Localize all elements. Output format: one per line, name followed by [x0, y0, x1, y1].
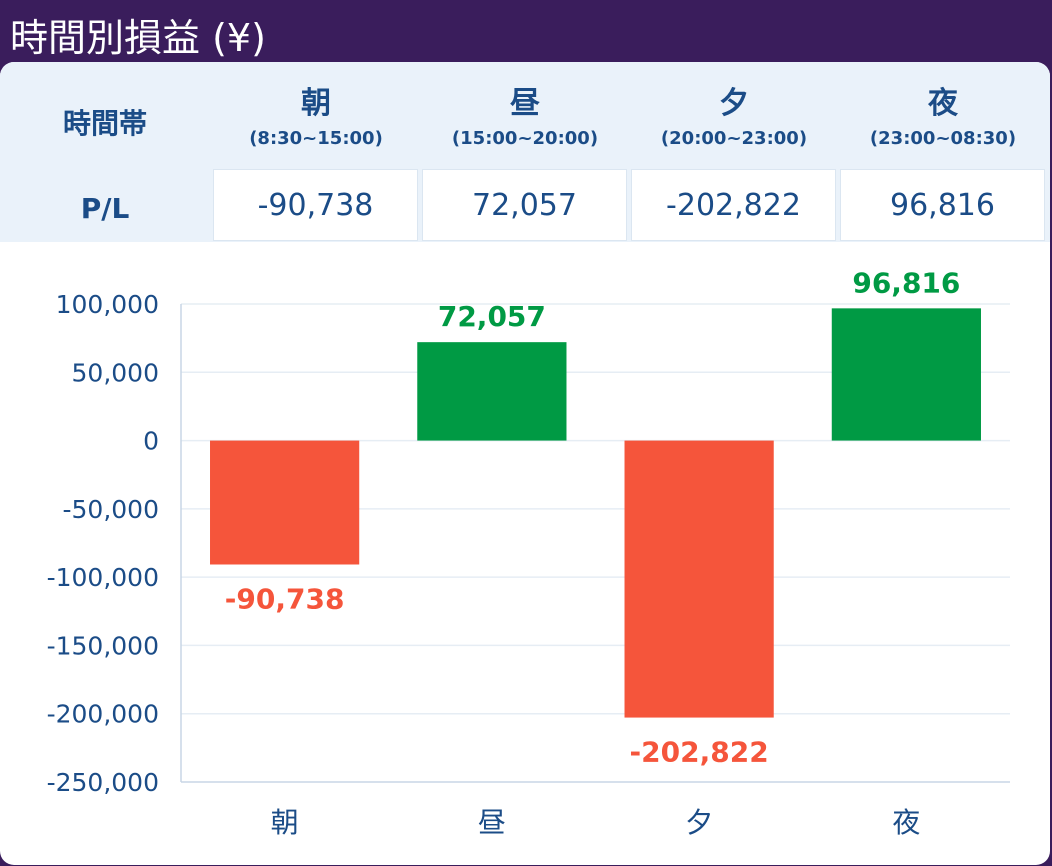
data-label: -90,738 — [225, 582, 345, 615]
data-label: 72,057 — [438, 300, 546, 333]
bar-0 — [210, 440, 360, 565]
chart-title: 時間別損益 (¥) — [10, 16, 266, 60]
column-range: (23:00~08:30) — [869, 128, 1017, 149]
y-tick-label: 100,000 — [56, 290, 159, 319]
pl-cell-evening: -202,822 — [631, 169, 836, 241]
column-name: 夕 — [719, 86, 749, 121]
column-header-evening: 夕 (20:00~23:00) — [630, 84, 838, 154]
data-label: -202,822 — [630, 736, 769, 769]
column-header-noon: 昼 (15:00~20:00) — [421, 84, 629, 154]
bars — [210, 308, 981, 718]
y-tick-label: -50,000 — [63, 495, 160, 524]
data-label: 96,816 — [852, 266, 960, 299]
column-name: 夜 — [928, 86, 958, 121]
x-category-label: 夕 — [685, 806, 713, 839]
pl-cell-morning: -90,738 — [213, 169, 418, 241]
panel: 時間帯 P/L 朝 (8:30~15:00) 昼 (15:00~20:00) 夕… — [0, 62, 1050, 865]
time-slot-header-label: 時間帯 — [62, 107, 147, 140]
column-range: (20:00~23:00) — [660, 128, 808, 149]
y-tick-label: -250,000 — [47, 768, 159, 797]
bar-3 — [831, 308, 981, 441]
column-name: 朝 — [301, 86, 331, 121]
column-range: (15:00~20:00) — [451, 128, 599, 149]
data-labels: -90,738 72,057 -202,822 96,816 — [225, 266, 961, 768]
y-axis-ticks: 100,000 50,000 0 -50,000 -100,000 -150,000 -20… — [47, 290, 159, 797]
column-name: 昼 — [510, 86, 540, 121]
x-category-label: 朝 — [271, 806, 299, 839]
column-header-morning: 朝 (8:30~15:00) — [212, 84, 420, 154]
x-axis-categories: 朝昼夕夜 — [271, 806, 921, 839]
y-tick-label: -100,000 — [47, 563, 159, 592]
column-header-night: 夜 (23:00~08:30) — [839, 84, 1047, 154]
pl-cell-night: 96,816 — [840, 169, 1045, 241]
y-tick-label: -150,000 — [47, 631, 159, 660]
y-tick-label: -200,000 — [47, 700, 159, 729]
bar-1 — [417, 342, 567, 441]
bar-2 — [624, 440, 774, 718]
column-range: (8:30~15:00) — [249, 128, 383, 149]
y-tick-label: 0 — [143, 427, 159, 456]
x-category-label: 夜 — [892, 806, 920, 839]
pl-row-label: P/L — [80, 192, 130, 225]
pl-cell-noon: 72,057 — [422, 169, 627, 241]
x-category-label: 昼 — [478, 806, 506, 839]
summary-table: 時間帯 P/L 朝 (8:30~15:00) 昼 (15:00~20:00) 夕… — [0, 62, 1050, 242]
y-tick-label: 50,000 — [72, 358, 159, 387]
bar-chart: 100,000 50,000 0 -50,000 -100,000 -150,000 -20… — [47, 266, 1010, 839]
